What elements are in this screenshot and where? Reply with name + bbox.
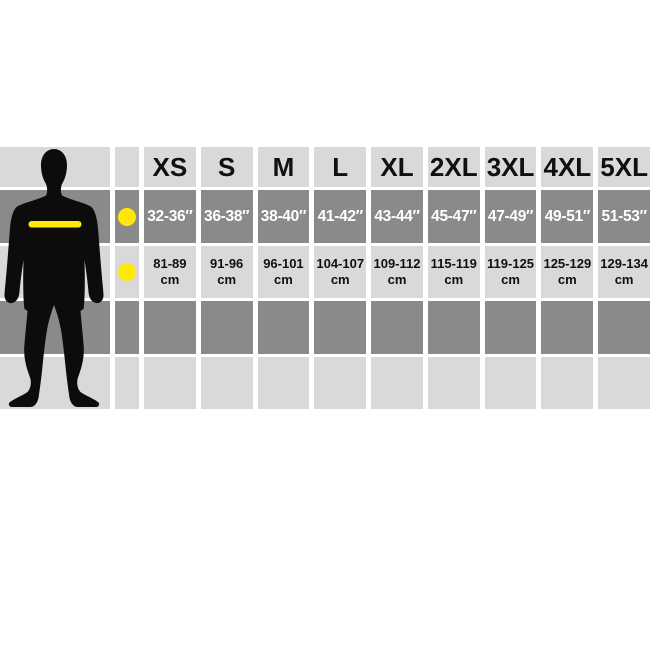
size-header-cell: XL — [371, 147, 423, 187]
legend-cell-cm — [115, 246, 139, 298]
chest-cm-cell: 81-89 cm — [144, 246, 196, 298]
spacer-cell — [200, 301, 253, 354]
cm-unit-label: cm — [387, 272, 407, 287]
chest-cm-value: 125-129 — [543, 255, 592, 271]
spacer-cell — [427, 357, 480, 409]
spacer-cell — [314, 301, 367, 354]
size-label: XS — [152, 151, 188, 182]
cm-unit-label: cm — [217, 272, 237, 287]
spacer-cell — [257, 301, 310, 354]
chest-cm-cell: 109-112 cm — [371, 246, 423, 298]
size-label: S — [217, 151, 236, 182]
spacer-cell — [144, 301, 196, 354]
cm-unit-label: cm — [501, 272, 520, 287]
chest-inches-value: 36-38″ — [204, 207, 250, 225]
size-label: 2XL — [429, 151, 478, 182]
chest-cm-value: 96-101 — [263, 255, 304, 271]
chest-inches-cell: 45-47″ — [427, 190, 480, 243]
yellow-dot-icon — [118, 207, 136, 226]
size-header-cell: 4XL — [541, 147, 594, 187]
spacer-cell — [115, 301, 139, 354]
legend-cell-inches — [115, 190, 139, 243]
yellow-dot-icon — [118, 263, 136, 281]
chest-cm-value: 104-107 — [316, 255, 365, 271]
cm-unit-label: cm — [614, 272, 634, 287]
chest-cm-value: 115-119 — [430, 255, 477, 271]
chest-inches-cell: 51-53″ — [598, 190, 650, 243]
spacer-cell — [257, 357, 310, 409]
spacer-cell — [541, 357, 594, 409]
spacer-cell — [598, 357, 650, 409]
spacer-cell — [484, 357, 537, 409]
chest-cm-cell: 125-129 cm — [541, 246, 594, 298]
figure-band-cell — [0, 301, 110, 354]
chest-inches-cell: 41-42″ — [314, 190, 367, 243]
cm-unit-label: cm — [444, 272, 464, 287]
size-header-cell: XS — [144, 147, 196, 187]
chest-cm-value: 109-112 — [373, 255, 421, 271]
spacer-cell — [371, 301, 423, 354]
chest-inches-cell: 38-40″ — [257, 190, 310, 243]
chest-inches-cell: 49-51″ — [541, 190, 594, 243]
size-label: 5XL — [600, 151, 648, 182]
size-header-cell: 5XL — [598, 147, 650, 187]
chest-inches-value: 51-53″ — [601, 207, 647, 225]
chest-cm-cell: 96-101 cm — [257, 246, 310, 298]
size-header-cell: M — [257, 147, 310, 187]
size-header-cell: 3XL — [484, 147, 537, 187]
size-label: 4XL — [543, 151, 592, 182]
cm-unit-label: cm — [330, 272, 350, 287]
cm-unit-label: cm — [160, 272, 180, 287]
chest-inches-value: 41-42″ — [317, 207, 364, 225]
spacer-cell — [484, 301, 537, 354]
chest-inches-cell: 47-49″ — [484, 190, 537, 243]
size-table: XS S M L XL 2XL 3XL 4XL 5XL 32-36″ 36-38… — [0, 147, 650, 409]
chest-cm-cell: 119-125 cm — [484, 246, 537, 298]
spacer-cell — [115, 357, 139, 409]
chest-cm-value: 119-125 — [487, 255, 535, 271]
spacer-cell — [371, 357, 423, 409]
spacer-cell — [200, 357, 253, 409]
male-silhouette-icon — [4, 149, 104, 407]
chest-cm-cell: 129-134 cm — [598, 246, 650, 298]
spacer-cell — [541, 301, 594, 354]
cm-unit-label: cm — [274, 272, 293, 287]
chest-cm-cell: 115-119 cm — [427, 246, 480, 298]
chest-inches-cell: 32-36″ — [144, 190, 196, 243]
chest-line-marker — [28, 221, 82, 228]
chest-cm-value: 81-89 — [153, 255, 187, 271]
spacer-cell — [427, 301, 480, 354]
size-header-cell: S — [200, 147, 253, 187]
chest-cm-value: 129-134 — [600, 255, 648, 271]
size-label: 3XL — [486, 151, 535, 182]
legend-band-cell — [115, 147, 139, 187]
chest-inches-value: 47-49″ — [487, 207, 534, 225]
size-label: XL — [380, 151, 414, 182]
chest-inches-cell: 36-38″ — [200, 190, 253, 243]
size-label: L — [332, 151, 349, 182]
spacer-cell — [144, 357, 196, 409]
size-label: M — [272, 151, 295, 182]
chest-cm-value: 91-96 — [210, 255, 244, 271]
chest-cm-cell: 91-96 cm — [200, 246, 253, 298]
chest-cm-cell: 104-107 cm — [314, 246, 367, 298]
chest-inches-value: 49-51″ — [544, 207, 591, 225]
chest-inches-value: 38-40″ — [260, 207, 307, 225]
chest-inches-cell: 43-44″ — [371, 190, 423, 243]
size-header-cell: L — [314, 147, 367, 187]
chest-inches-value: 43-44″ — [374, 207, 420, 225]
chest-inches-value: 45-47″ — [431, 207, 477, 225]
spacer-cell — [314, 357, 367, 409]
cm-unit-label: cm — [557, 272, 577, 287]
chest-inches-value: 32-36″ — [147, 207, 193, 225]
spacer-cell — [598, 301, 650, 354]
size-header-cell: 2XL — [427, 147, 480, 187]
